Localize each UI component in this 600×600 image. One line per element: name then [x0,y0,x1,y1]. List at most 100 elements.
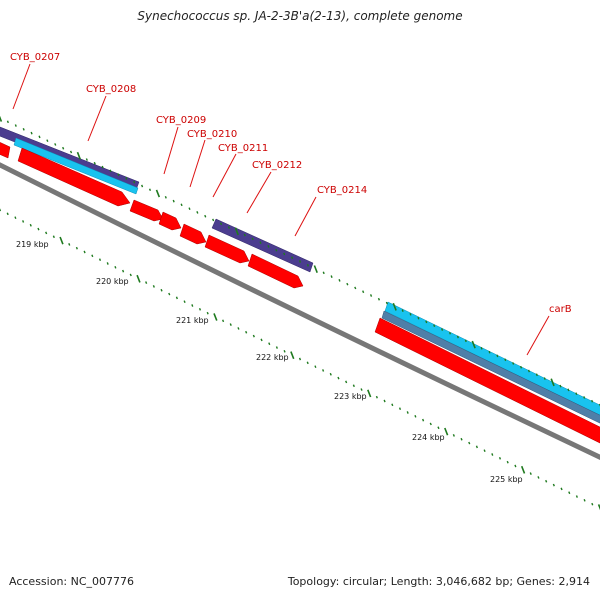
accession-text: Accession: NC_007776 [9,575,135,588]
major-tick [597,504,600,511]
minor-tick [298,357,302,361]
minor-tick [375,395,378,399]
scale-label: 220 kbp [96,277,129,286]
minor-tick [164,195,167,199]
cds-forward-feature [129,199,164,222]
gene-label: CYB_0209 [156,115,206,126]
minor-tick [417,316,420,320]
minor-tick [480,347,483,350]
minor-tick [283,350,286,353]
minor-tick [452,434,455,437]
minor-tick [330,275,333,278]
scale-labels: 219 kbp 220 kbp 221 kbp 222 kbp 223 kbp … [16,240,523,484]
minor-tick [504,358,507,362]
minor-tick [345,380,348,384]
minor-tick [329,372,332,376]
minor-tick [391,403,394,407]
minor-tick [91,254,94,258]
minor-tick [491,453,494,456]
minor-tick [125,177,128,180]
minor-tick [448,331,452,335]
minor-tick [352,384,355,388]
minor-tick [377,297,381,301]
minor-tick [68,243,71,246]
minor-tick [52,235,55,239]
minor-tick [188,207,191,210]
minor-tick [535,373,538,377]
minor-tick [306,361,309,365]
major-tick [367,389,372,398]
major-tick [550,378,555,387]
cds-forward-feature [17,147,131,207]
leader-line [163,126,179,175]
minor-tick [575,495,578,498]
minor-tick [429,422,432,426]
minor-tick [69,150,73,154]
leader-line [246,171,272,214]
major-tick [290,351,295,360]
minor-tick [141,184,144,188]
gene-label: CYB_0211 [218,143,268,154]
minor-tick [14,124,17,127]
minor-tick [206,311,209,315]
minor-tick [425,320,428,324]
scale-label: 219 kbp [16,240,49,249]
minor-tick [204,214,207,218]
minor-tick [498,457,502,460]
leader-line [294,196,317,237]
minor-tick [483,449,486,453]
cds-forward-feature [0,142,11,159]
major-tick [59,236,64,245]
gene-label-leaders [12,63,550,356]
minor-tick [38,135,41,139]
minor-tick [337,376,340,380]
minor-tick [475,445,478,449]
minor-tick [527,369,531,373]
minor-tick [401,309,404,312]
major-tick [136,274,141,283]
minor-tick [338,279,341,282]
minor-tick [196,211,199,214]
minor-tick [237,327,240,330]
minor-tick [54,143,57,146]
gene-labels: CYB_0207 CYB_0208 CYB_0209 CYB_0210 CYB_… [10,52,572,315]
minor-tick [314,365,317,368]
major-tick [76,151,82,160]
minor-tick [75,246,78,250]
minor-tick [229,323,232,326]
minor-tick [191,304,194,307]
minor-tick [106,262,109,265]
scale-label: 223 kbp [334,392,367,401]
minor-tick [6,212,9,216]
minor-tick [175,296,178,300]
major-tick [213,313,218,321]
minor-tick [6,120,9,124]
minor-tick [360,388,363,391]
minor-tick [468,441,471,445]
minor-tick [414,414,417,418]
genome-summary-text: Topology: circular; Length: 3,046,682 bp… [287,575,590,588]
minor-tick [398,407,402,410]
minor-tick [583,499,586,502]
major-tick [313,265,318,273]
minor-tick [369,294,373,297]
major-tick [520,465,526,474]
minor-tick [506,460,509,464]
scale-label: 222 kbp [256,353,289,362]
leader-line [87,95,107,142]
minor-tick [98,258,102,261]
minor-tick [46,139,49,142]
minor-tick [83,250,86,254]
cds-forward-feature [179,223,207,245]
minor-tick [45,231,48,235]
gene-label: CYB_0207 [10,52,60,63]
minor-tick [245,330,248,334]
minor-tick [133,180,136,184]
minor-tick [160,288,163,292]
scale-label: 225 kbp [490,475,523,484]
minor-tick [148,188,152,192]
minor-tick [514,464,517,468]
minor-tick [212,218,215,222]
gene-label: CYB_0210 [187,129,237,140]
gene-label: CYB_0208 [86,84,136,95]
